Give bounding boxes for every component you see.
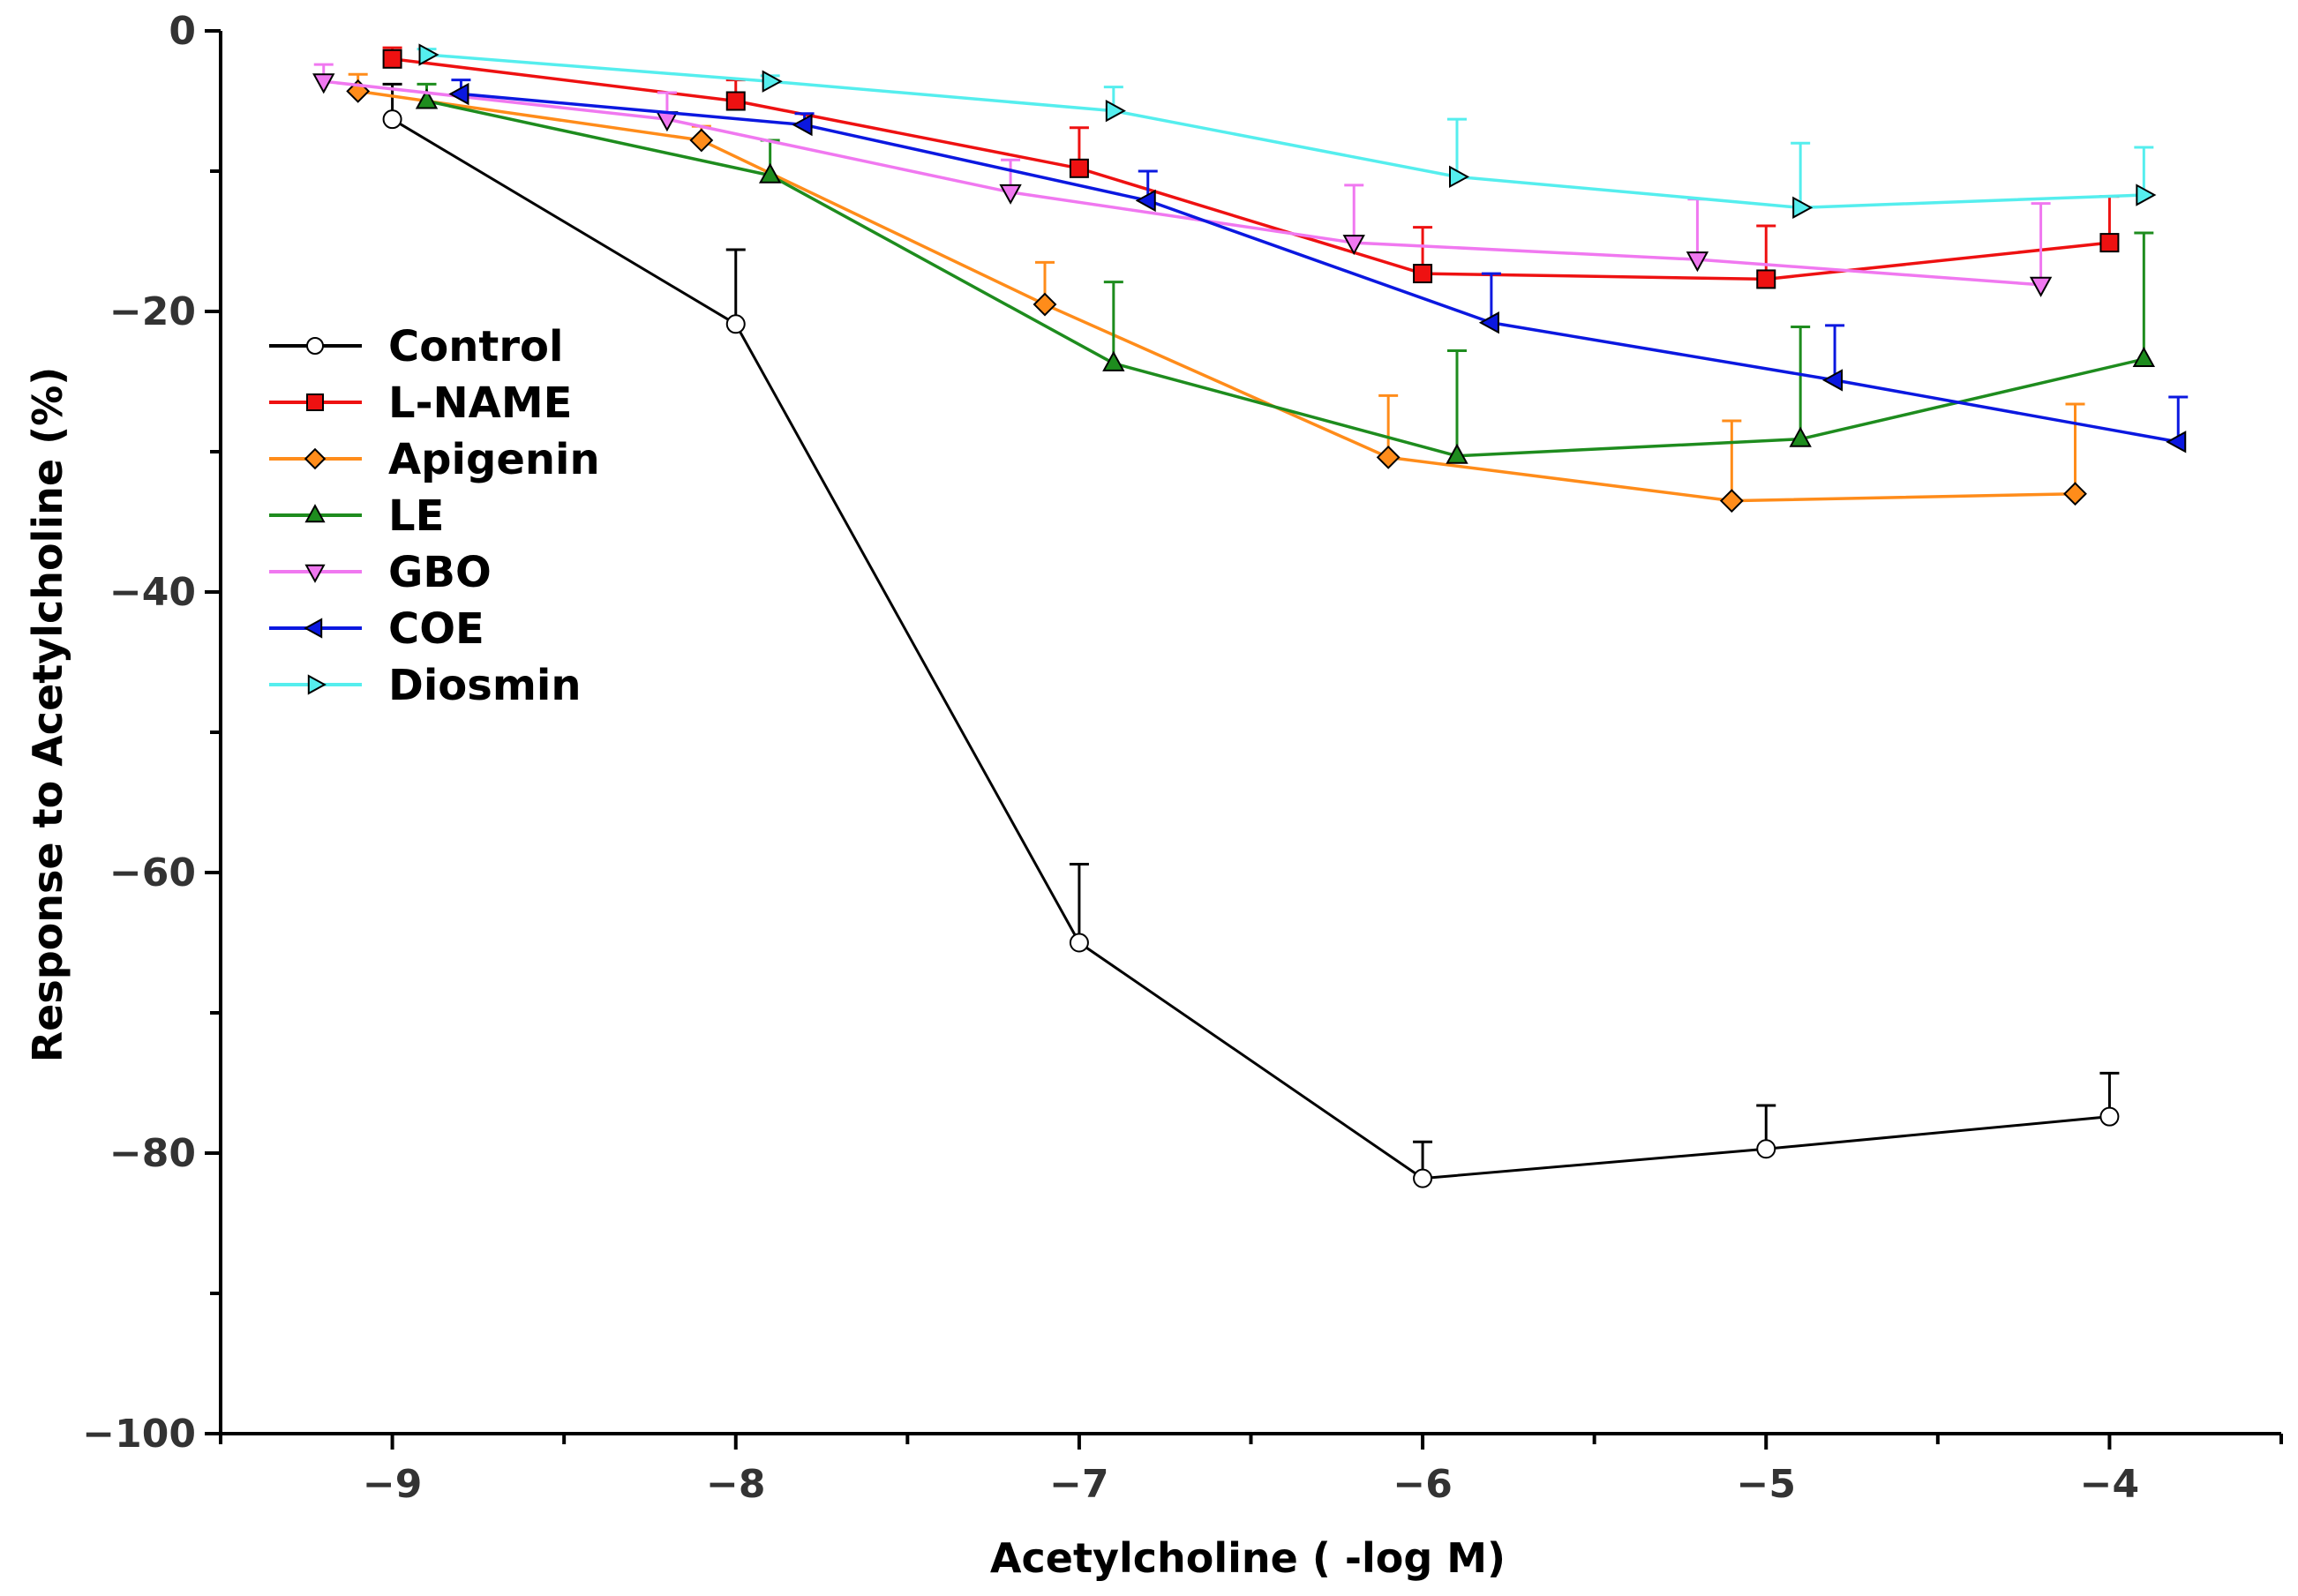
- series-gbo: [312, 63, 2053, 297]
- series-layer: [312, 43, 2189, 1188]
- data-point-coe: [1135, 189, 1156, 213]
- data-point-apigenin: [689, 128, 714, 153]
- data-point-apigenin: [1719, 489, 1744, 513]
- legend: Control L-NAME Apigenin LE GBO COE Diosmin: [269, 322, 600, 710]
- y-tick-label: 0: [169, 9, 196, 54]
- data-point-l-name: [382, 49, 402, 69]
- legend-label: LE: [388, 491, 444, 541]
- x-tick-label: −9: [363, 1462, 422, 1507]
- data-point-l-name: [725, 91, 746, 111]
- y-tick-label: −40: [109, 570, 196, 615]
- legend-item-gbo: GBO: [269, 548, 492, 597]
- legend-marker: [306, 393, 324, 411]
- data-point-l-name: [1756, 269, 1776, 289]
- y-tick-label: −100: [82, 1412, 196, 1457]
- legend-item-coe: COE: [269, 604, 484, 654]
- legend-label: Control: [388, 322, 563, 371]
- data-point-le: [415, 88, 439, 109]
- y-axis-title: Response to Acetylcholine (%): [24, 367, 71, 1063]
- legend-label: Apigenin: [388, 435, 600, 484]
- x-tick-label: −7: [1049, 1462, 1108, 1507]
- legend-label: L-NAME: [388, 378, 572, 428]
- y-tick-label: −60: [109, 850, 196, 895]
- data-point-control: [2099, 1106, 2120, 1127]
- data-point-control: [382, 109, 402, 130]
- data-point-gbo: [312, 73, 335, 94]
- legend-item-diosmin: Diosmin: [269, 661, 581, 710]
- series-line-control: [391, 117, 2110, 1180]
- series-apigenin: [346, 72, 2087, 513]
- data-point-le: [1789, 426, 1812, 447]
- series-coe: [448, 79, 2189, 453]
- data-point-gbo: [1686, 251, 1709, 273]
- data-point-le: [2132, 346, 2156, 368]
- data-point-apigenin: [1033, 292, 1057, 317]
- data-point-coe: [792, 113, 813, 137]
- data-point-l-name: [1069, 158, 1089, 178]
- legend-label: Diosmin: [388, 661, 581, 710]
- data-point-l-name: [1413, 264, 1433, 284]
- data-point-le: [758, 162, 782, 184]
- data-point-gbo: [2029, 276, 2053, 297]
- x-tick-label: −6: [1393, 1462, 1452, 1507]
- legend-item-le: LE: [269, 491, 444, 541]
- data-point-coe: [1478, 311, 1499, 334]
- legend-marker: [304, 618, 323, 639]
- legend-label: COE: [388, 604, 484, 654]
- x-tick-label: −8: [706, 1462, 765, 1507]
- data-point-diosmin: [1105, 99, 1126, 123]
- x-tick-label: −4: [2080, 1462, 2139, 1507]
- data-point-le: [1102, 350, 1125, 371]
- data-point-diosmin: [1449, 165, 1470, 189]
- data-point-coe: [2166, 431, 2187, 453]
- series-control: [382, 82, 2120, 1188]
- series-line-le: [426, 99, 2144, 458]
- data-point-control: [1413, 1168, 1433, 1188]
- data-point-le: [1446, 443, 1468, 464]
- legend-marker: [304, 564, 326, 583]
- legend-marker: [306, 337, 324, 355]
- data-point-control: [1756, 1139, 1776, 1159]
- series-l-name: [382, 46, 2120, 289]
- data-point-coe: [448, 82, 469, 106]
- data-point-gbo: [999, 184, 1022, 205]
- x-axis-title: Acetylcholine ( -log M): [990, 1534, 1506, 1582]
- series-diosmin: [417, 43, 2157, 220]
- series-line-l-name: [392, 57, 2110, 281]
- data-point-l-name: [2099, 233, 2120, 253]
- series-line-gbo: [323, 79, 2041, 287]
- data-point-coe: [1822, 369, 1844, 392]
- data-point-diosmin: [418, 43, 439, 66]
- series-line-coe: [461, 92, 2179, 444]
- data-point-control: [1069, 933, 1089, 953]
- data-point-apigenin: [1376, 445, 1401, 469]
- series-line-apigenin: [357, 89, 2076, 503]
- x-tick-label: −5: [1737, 1462, 1796, 1507]
- legend-label: GBO: [388, 548, 492, 597]
- legend-marker: [304, 447, 327, 470]
- series-le: [415, 82, 2156, 464]
- data-point-apigenin: [2063, 482, 2087, 506]
- data-point-diosmin: [1792, 196, 1814, 220]
- data-point-gbo: [1342, 235, 1365, 256]
- legend-marker: [307, 674, 327, 695]
- data-point-control: [725, 314, 746, 334]
- y-tick-label: −80: [109, 1131, 196, 1176]
- axes: 0 −20 −40 −60 −80 −100 −9 −8 −7 −6 −5 −4: [82, 9, 2283, 1507]
- legend-item-apigenin: Apigenin: [269, 435, 600, 484]
- legend-item-control: Control: [269, 322, 563, 371]
- legend-item-l-name: L-NAME: [269, 378, 572, 428]
- legend-marker: [304, 504, 326, 523]
- series-line-diosmin: [426, 53, 2144, 210]
- y-tick-label: −20: [109, 289, 196, 334]
- data-point-diosmin: [762, 70, 783, 93]
- data-point-diosmin: [2136, 184, 2157, 206]
